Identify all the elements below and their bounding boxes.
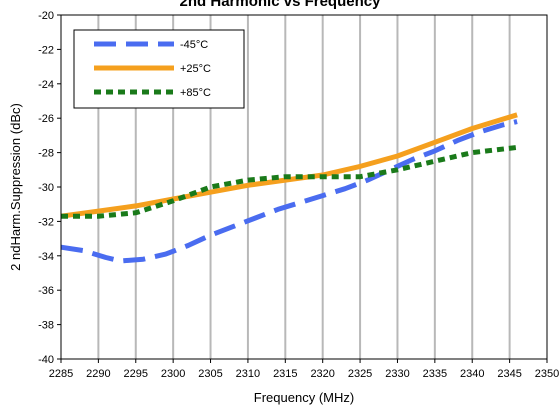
series-line xyxy=(60,119,518,264)
legend: -45°C +25°C +85°C xyxy=(73,29,245,109)
x-tick-label: 2305 xyxy=(198,368,222,380)
x-tick-label: 2350 xyxy=(535,368,559,380)
series-line xyxy=(61,144,518,219)
x-tick-label: 2320 xyxy=(310,368,334,380)
legend-label: +85°C xyxy=(180,87,211,99)
y-tick-label: -28 xyxy=(38,148,54,160)
x-axis-title: Frequency (MHz) xyxy=(254,390,354,405)
y-axis-title: 2 ndHarm.Suppression (dBc) xyxy=(8,103,23,271)
y-tick-label: -40 xyxy=(38,354,54,366)
series-layer xyxy=(60,112,518,264)
y-tick-label: -36 xyxy=(38,285,54,297)
x-tick-label: 2345 xyxy=(497,368,521,380)
x-tick-label: 2315 xyxy=(273,368,297,380)
x-tick-label: 2325 xyxy=(348,368,372,380)
x-tick-label: 2310 xyxy=(236,368,260,380)
legend-label: -45°C xyxy=(180,39,208,51)
y-tick-label: -26 xyxy=(38,113,54,125)
x-tick-label: 2300 xyxy=(161,368,185,380)
y-tick-label: -22 xyxy=(38,44,54,56)
x-tick-label: 2335 xyxy=(423,368,447,380)
series-line xyxy=(60,112,518,219)
x-tick-label: 2340 xyxy=(460,368,484,380)
y-tick-label: -32 xyxy=(38,216,54,228)
x-tick-label: 2290 xyxy=(86,368,110,380)
legend-label: +25°C xyxy=(180,63,211,75)
x-tick-label: 2285 xyxy=(49,368,73,380)
y-tick-label: -30 xyxy=(38,182,54,194)
y-tick-label: -38 xyxy=(38,320,54,332)
x-tick-label: 2330 xyxy=(385,368,409,380)
y-tick-label: -24 xyxy=(38,79,54,91)
chart-title: 2nd Harmonic vs Frequency xyxy=(180,0,382,10)
x-tick-label: 2295 xyxy=(124,368,148,380)
y-tick-label: -20 xyxy=(38,10,54,22)
tick-layer: 2285 2290 2295 2300 2305 2310 2315 2320 2325 2330… xyxy=(38,10,559,380)
y-tick-label: -34 xyxy=(38,251,54,263)
